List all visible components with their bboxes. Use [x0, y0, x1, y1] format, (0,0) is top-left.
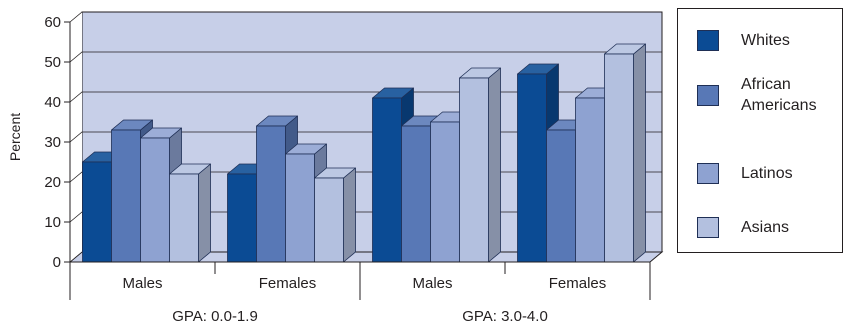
bar-side [488, 67, 501, 263]
bar-front [575, 97, 605, 263]
legend-label: Whites [741, 32, 790, 49]
bar-front [111, 129, 141, 263]
bar [604, 43, 646, 263]
x-category-label: Females [259, 275, 317, 292]
bar [314, 167, 356, 263]
bar [169, 163, 211, 263]
bar-front [430, 121, 460, 263]
bar-front [401, 125, 431, 263]
bar-front [372, 97, 402, 263]
legend-item: Latinos [697, 163, 793, 184]
legend-swatch [697, 30, 719, 51]
y-tick-label: 60 [44, 14, 61, 31]
legend-label: African Americans [741, 76, 817, 114]
legend: Whites African Americans Latinos Asians [677, 8, 843, 253]
legend-swatch [697, 217, 719, 238]
gridline [69, 11, 662, 23]
y-tick-label: 30 [44, 134, 61, 151]
x-group-label: GPA: 0.0-1.9 [172, 308, 258, 325]
bar-front [140, 137, 170, 263]
bar-front [604, 53, 634, 263]
y-tick-label: 0 [53, 254, 61, 271]
bar [459, 67, 501, 263]
y-tick-label: 10 [44, 214, 61, 231]
bar-front [169, 173, 199, 263]
x-category-label: Males [412, 275, 452, 292]
legend-item: Whites [697, 30, 790, 51]
bar-front [546, 129, 576, 263]
x-category-label: Females [549, 275, 607, 292]
bar-front [314, 177, 344, 263]
bar-front [227, 173, 257, 263]
bar-side [343, 167, 356, 263]
bar-front [256, 125, 286, 263]
y-tick-labels: 0 10 20 30 40 50 60 [44, 14, 61, 271]
legend-item: Asians [697, 217, 789, 238]
gridline [69, 51, 662, 63]
bar-front [285, 153, 315, 263]
y-tick-label: 40 [44, 94, 61, 111]
axes [64, 21, 651, 300]
y-tick-label: 20 [44, 174, 61, 191]
legend-swatch [697, 84, 719, 106]
bar-front [82, 161, 112, 263]
legend-swatch [697, 163, 719, 184]
y-axis-title: Percent [7, 113, 23, 161]
bar-side [198, 163, 211, 263]
legend-label: Latinos [741, 165, 793, 182]
bars [82, 43, 646, 263]
bar-side [633, 43, 646, 263]
bar-front [517, 73, 547, 263]
x-group-label: GPA: 3.0-4.0 [462, 308, 548, 325]
legend-item: African Americans [697, 74, 817, 116]
bar-front [459, 77, 489, 263]
legend-label: Asians [741, 219, 790, 236]
x-category-label: Males [122, 275, 162, 292]
y-tick-label: 50 [44, 54, 61, 71]
